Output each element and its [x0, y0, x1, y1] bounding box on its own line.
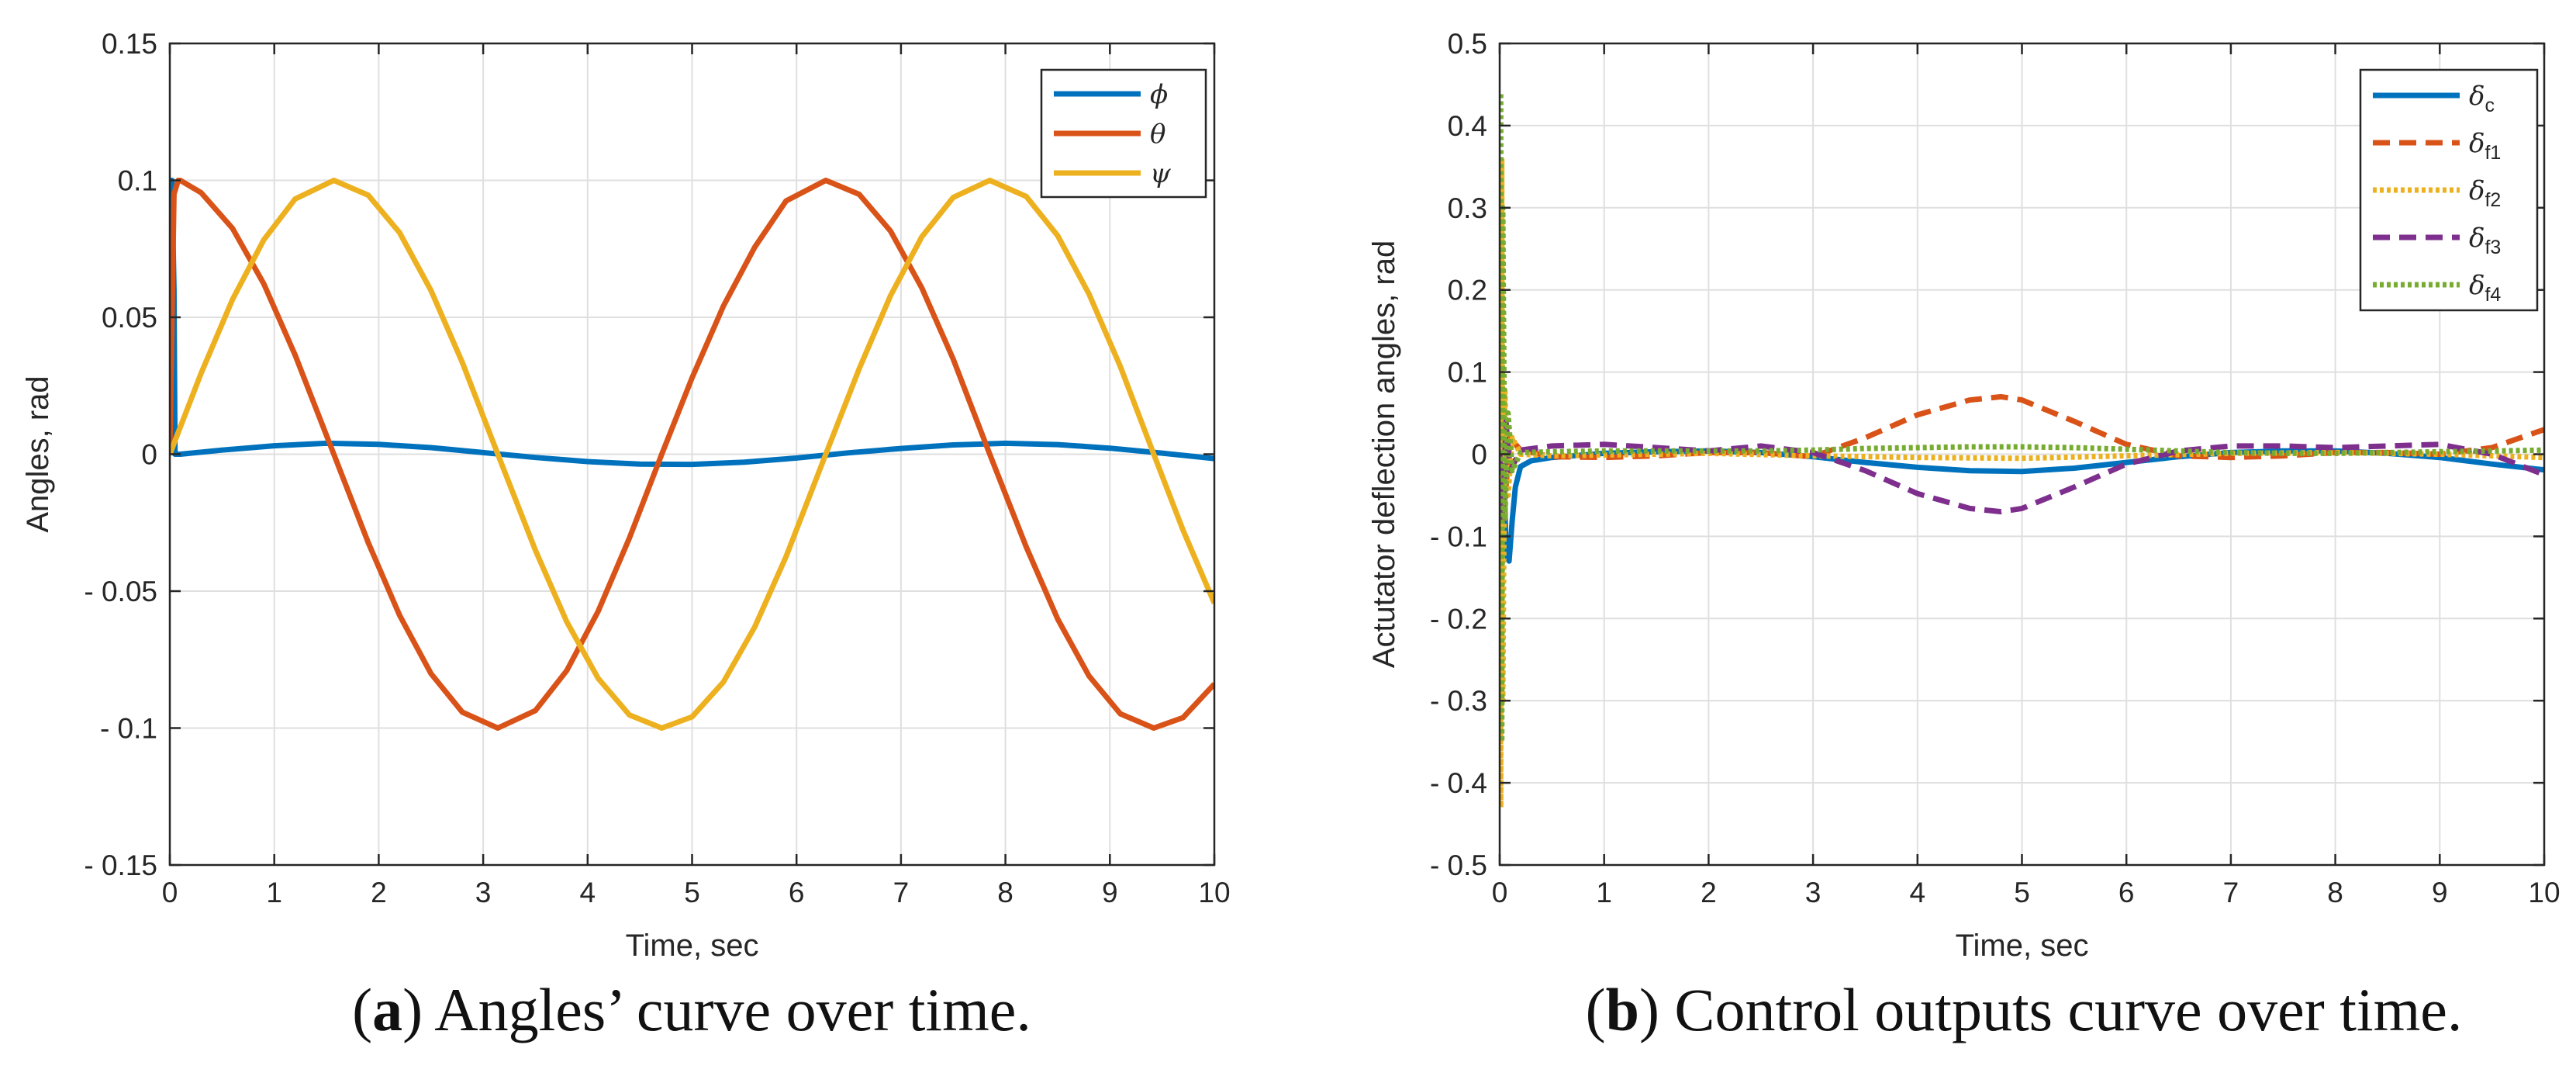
series-line-1: [170, 178, 1214, 731]
x-tick-label: 5: [684, 877, 700, 908]
y-axis-label: Angles, rad: [21, 375, 55, 532]
x-tick-label: 6: [789, 877, 805, 908]
series-line-3: [1500, 418, 2544, 523]
y-tick-label: 0.1: [1448, 357, 1487, 389]
chart-angles: 0 1 2 3 4 5 6 7 8 9 10 0.15 0.1 0.05 0 - 0.05 - 0.1 - 0.1…: [21, 28, 1231, 1043]
y-tick-label: - 0.1: [100, 713, 157, 745]
x-tick-label: 1: [266, 877, 282, 908]
y-tick-label: 0.2: [1448, 275, 1487, 306]
series-line-4: [1500, 90, 2544, 745]
y-tick-label: 0.5: [1448, 28, 1487, 60]
figure-caption: (b) Control outputs curve over time.: [1586, 976, 2463, 1043]
x-tick-label: 9: [1102, 877, 1118, 908]
x-tick-label: 3: [1805, 877, 1822, 908]
legend-label-0: ϕ: [1150, 79, 1168, 110]
legend: ϕθψ: [1040, 68, 1207, 199]
x-tick-label: 2: [1701, 877, 1717, 908]
y-tick-label: - 0.3: [1430, 685, 1487, 717]
y-tick-label: 0.1: [118, 165, 157, 197]
y-tick-label: 0.15: [102, 28, 157, 60]
x-tick-label: 9: [2432, 877, 2448, 908]
x-tick-label: 8: [997, 877, 1013, 908]
x-tick-label: 3: [475, 877, 492, 908]
y-tick-label: 0: [141, 439, 157, 471]
y-tick-label: - 0.5: [1430, 849, 1487, 881]
x-tick-label: 10: [1198, 877, 1230, 908]
figure-caption: (a) Angles’ curve over time.: [352, 976, 1031, 1043]
legend-label-2: δf2: [2469, 175, 2501, 211]
x-tick-label: 0: [1492, 877, 1508, 908]
legend: δc δf1 δf2 δf3 δf4: [2359, 68, 2539, 312]
y-tick-label: - 0.1: [1430, 521, 1487, 552]
legend-label-4: δf4: [2469, 270, 2501, 306]
y-tick-label: - 0.05: [84, 576, 157, 607]
x-tick-label: 6: [2118, 877, 2135, 908]
y-axis-label: Actutator deflection angles, rad: [1367, 240, 1401, 668]
x-tick-label: 2: [371, 877, 387, 908]
tick-marks: [1498, 42, 2546, 867]
y-tick-label: - 0.2: [1430, 603, 1487, 635]
x-tick-label: 0: [162, 877, 178, 908]
y-tick-label: - 0.4: [1430, 767, 1487, 799]
y-tick-label: 0: [1471, 439, 1487, 471]
tick-marks: [168, 42, 1216, 867]
y-tick-label: - 0.15: [84, 849, 157, 881]
x-tick-label: 4: [580, 877, 596, 908]
x-tick-label: 7: [2223, 877, 2239, 908]
legend-label-2: ψ: [1150, 158, 1171, 189]
legend-label-3: δf3: [2469, 223, 2501, 258]
x-tick-label: 10: [2528, 877, 2560, 908]
x-axis-label: Time, sec: [626, 929, 759, 963]
x-axis-label: Time, sec: [1956, 929, 2089, 963]
legend-label-1: θ: [1150, 119, 1165, 150]
series-line-1: [1500, 386, 2544, 490]
x-tick-label: 5: [2014, 877, 2030, 908]
x-tick-label: 8: [2327, 877, 2343, 908]
y-tick-label: 0.4: [1448, 110, 1487, 142]
series-line-2: [170, 178, 1214, 731]
y-tick-label: 0.05: [102, 302, 157, 334]
legend-label-0: δc: [2469, 81, 2495, 116]
x-tick-label: 4: [1910, 877, 1926, 908]
x-tick-label: 1: [1596, 877, 1612, 908]
y-tick-label: 0.3: [1448, 192, 1487, 224]
legend-label-1: δf1: [2469, 128, 2501, 164]
chart-control-outputs: 0 1 2 3 4 5 6 7 8 9 10 0.5 0.4 0.3 0.2 0.1 0 - 0.1 - 0.2 - …: [1367, 28, 2560, 1043]
x-tick-label: 7: [893, 877, 910, 908]
